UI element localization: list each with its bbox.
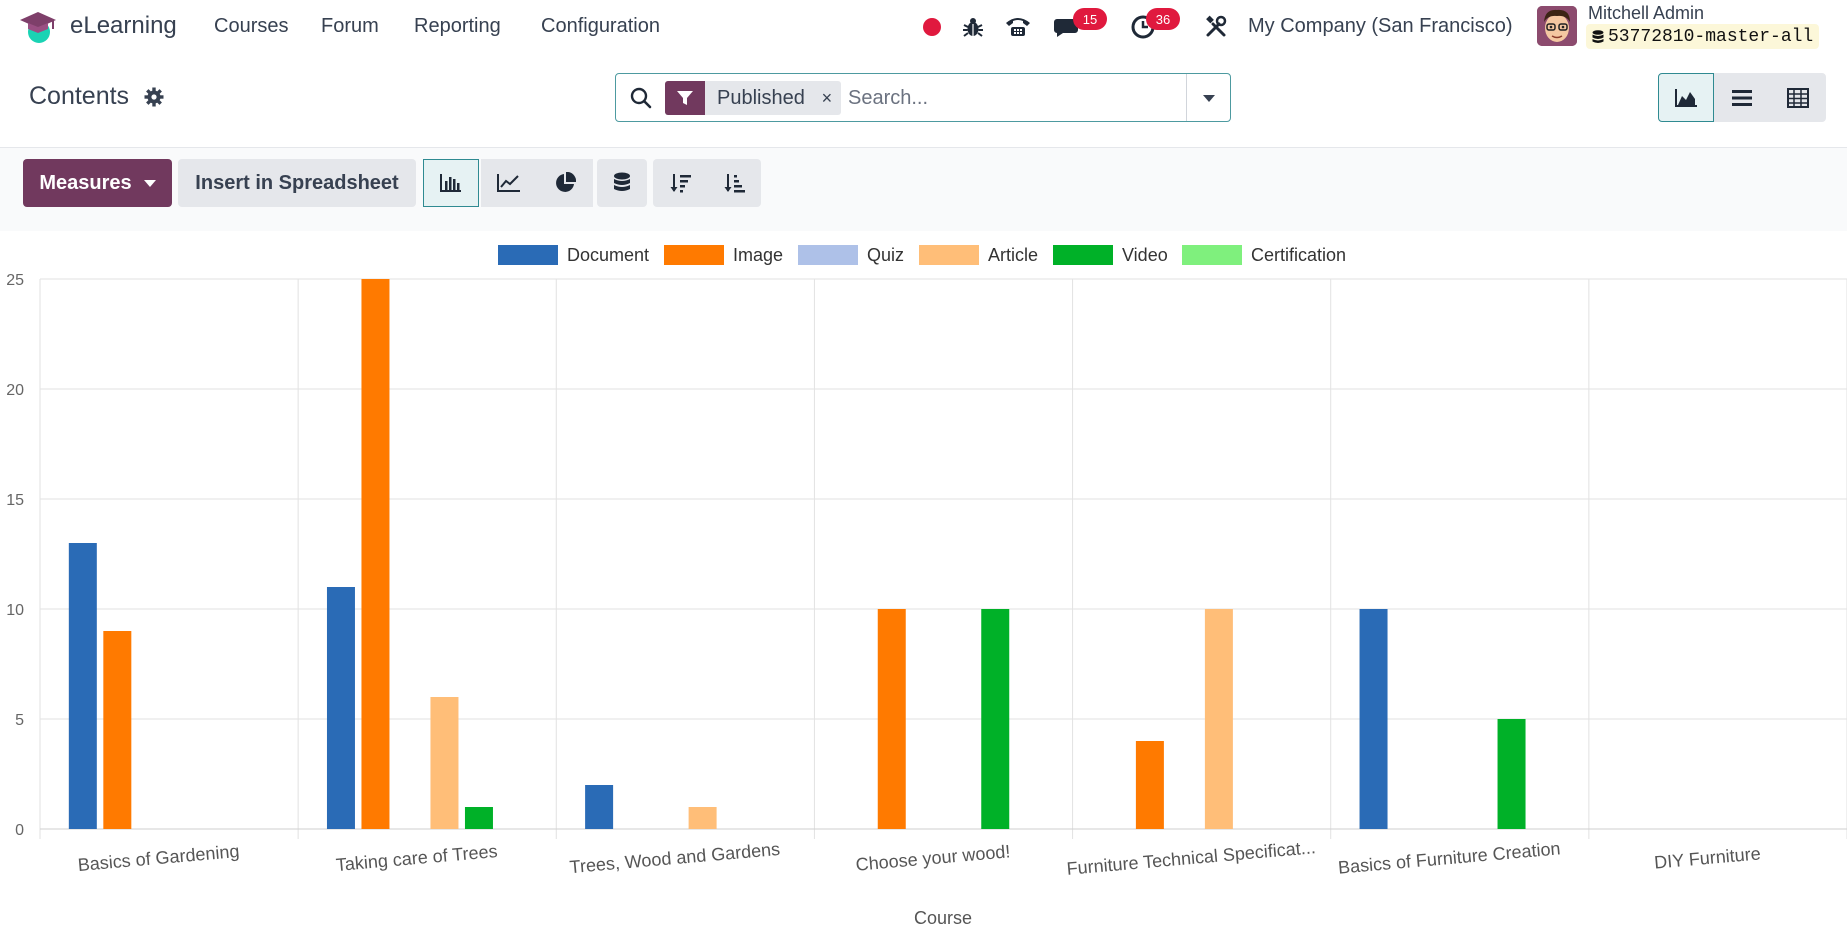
legend-label: Quiz bbox=[867, 245, 904, 265]
chart-bar bbox=[981, 609, 1010, 829]
legend-swatch bbox=[1053, 245, 1113, 265]
search-icon[interactable] bbox=[630, 87, 652, 109]
sort-descending-icon bbox=[670, 174, 691, 193]
search-options-toggle[interactable] bbox=[1186, 74, 1230, 121]
chart-bar bbox=[1359, 609, 1388, 829]
legend-label: Article bbox=[988, 245, 1038, 265]
pivot-table-icon bbox=[1787, 87, 1809, 108]
page-title: Contents bbox=[29, 82, 130, 110]
sort-descending-button[interactable] bbox=[653, 159, 709, 207]
view-pivot-button[interactable] bbox=[1770, 73, 1826, 122]
facet-label: Published bbox=[717, 87, 805, 109]
menu-reporting[interactable]: Reporting bbox=[414, 15, 501, 37]
top-navbar: eLearning Courses Forum Reporting Config… bbox=[0, 0, 1847, 52]
chart-bar bbox=[688, 807, 717, 829]
phone-icon[interactable] bbox=[1003, 12, 1033, 42]
y-tick-label: 0 bbox=[15, 822, 24, 839]
database-icon bbox=[1592, 29, 1604, 43]
debug-bug-icon[interactable] bbox=[958, 12, 988, 42]
facet-remove-button[interactable]: × bbox=[821, 88, 833, 108]
database-name: 53772810-master-all bbox=[1608, 26, 1814, 47]
chart-bar bbox=[1135, 741, 1164, 829]
y-tick-label: 5 bbox=[15, 712, 24, 729]
insert-spreadsheet-button[interactable]: Insert in Spreadsheet bbox=[178, 159, 416, 207]
filter-icon bbox=[665, 81, 705, 115]
record-icon[interactable] bbox=[917, 12, 947, 42]
bar-chart: 0 5 10 15 20 25 Document Image Quiz Article Video C… bbox=[6, 245, 1847, 928]
chart-bar bbox=[326, 587, 355, 829]
view-switcher bbox=[1658, 73, 1826, 122]
search-facet: Published × bbox=[665, 81, 841, 115]
chart-bar bbox=[430, 697, 459, 829]
chart-bar bbox=[464, 807, 493, 829]
legend-swatch bbox=[498, 245, 558, 265]
area-chart-icon bbox=[1675, 88, 1697, 107]
x-tick-label: Basics of Gardening bbox=[77, 841, 240, 875]
chart-bar bbox=[68, 543, 97, 829]
stacked-button[interactable] bbox=[597, 159, 647, 207]
caret-down-icon bbox=[1202, 94, 1215, 102]
database-tag: 53772810-master-all bbox=[1586, 24, 1820, 49]
line-chart-button[interactable] bbox=[481, 159, 537, 207]
chat-count-badge: 15 bbox=[1073, 8, 1107, 30]
x-tick-label: Basics of Furniture Creation bbox=[1337, 838, 1561, 877]
legend-swatch bbox=[1182, 245, 1242, 265]
measures-label: Measures bbox=[39, 171, 132, 194]
x-axis-title: Course bbox=[914, 908, 972, 928]
y-tick-label: 10 bbox=[6, 602, 24, 619]
caret-down-icon bbox=[143, 179, 156, 187]
x-tick-label: Furniture Technical Specificat... bbox=[1066, 837, 1317, 879]
x-tick-label: Choose your wood! bbox=[855, 841, 1011, 874]
database-stack-icon bbox=[614, 172, 630, 191]
x-tick-label: Taking care of Trees bbox=[335, 841, 498, 875]
settings-tools-icon[interactable] bbox=[1201, 12, 1231, 42]
legend-swatch bbox=[798, 245, 858, 265]
search-input[interactable] bbox=[848, 81, 1188, 115]
chart-bar bbox=[1204, 609, 1233, 829]
y-tick-label: 20 bbox=[6, 382, 24, 399]
activity-count-badge: 36 bbox=[1146, 8, 1180, 30]
company-switcher[interactable]: My Company (San Francisco) bbox=[1248, 15, 1513, 37]
bar-chart-icon bbox=[440, 174, 461, 192]
menu-courses[interactable]: Courses bbox=[214, 15, 289, 37]
chat-icon[interactable] bbox=[1053, 12, 1083, 42]
user-avatar[interactable] bbox=[1537, 6, 1577, 46]
line-chart-icon bbox=[497, 174, 520, 192]
sort-ascending-icon bbox=[724, 174, 745, 193]
menu-configuration[interactable]: Configuration bbox=[541, 15, 660, 37]
graph-toolbar: Measures Insert in Spreadsheet bbox=[0, 147, 1847, 231]
legend-swatch bbox=[919, 245, 979, 265]
x-tick-label: Trees, Wood and Gardens bbox=[569, 839, 781, 877]
legend-label: Image bbox=[733, 245, 783, 265]
measures-button[interactable]: Measures bbox=[23, 159, 172, 207]
avatar-face-icon bbox=[1537, 6, 1577, 46]
bar-chart-button[interactable] bbox=[423, 159, 479, 207]
gear-icon[interactable] bbox=[144, 87, 164, 107]
search-bar: Published × bbox=[615, 73, 1231, 122]
chart-bar bbox=[361, 279, 390, 829]
view-graph-button[interactable] bbox=[1658, 73, 1714, 122]
sort-ascending-button[interactable] bbox=[709, 159, 761, 207]
chart-bar bbox=[877, 609, 906, 829]
chart-bar bbox=[585, 785, 614, 829]
legend-label: Document bbox=[567, 245, 649, 265]
legend-label: Video bbox=[1122, 245, 1168, 265]
y-tick-label: 25 bbox=[6, 272, 24, 289]
y-tick-label: 15 bbox=[6, 492, 24, 509]
x-tick-label: DIY Furniture bbox=[1653, 843, 1761, 872]
list-icon bbox=[1732, 89, 1752, 106]
chart-bar bbox=[103, 631, 132, 829]
user-name[interactable]: Mitchell Admin bbox=[1588, 3, 1705, 23]
pie-chart-icon bbox=[556, 172, 576, 192]
view-list-button[interactable] bbox=[1714, 73, 1770, 122]
menu-forum[interactable]: Forum bbox=[321, 15, 379, 37]
app-name[interactable]: eLearning bbox=[70, 12, 177, 39]
chart-bar bbox=[1497, 719, 1526, 829]
legend-swatch bbox=[664, 245, 724, 265]
legend-label: Certification bbox=[1251, 245, 1346, 265]
elearning-logo-icon[interactable] bbox=[18, 9, 58, 45]
pie-chart-button[interactable] bbox=[537, 159, 593, 207]
